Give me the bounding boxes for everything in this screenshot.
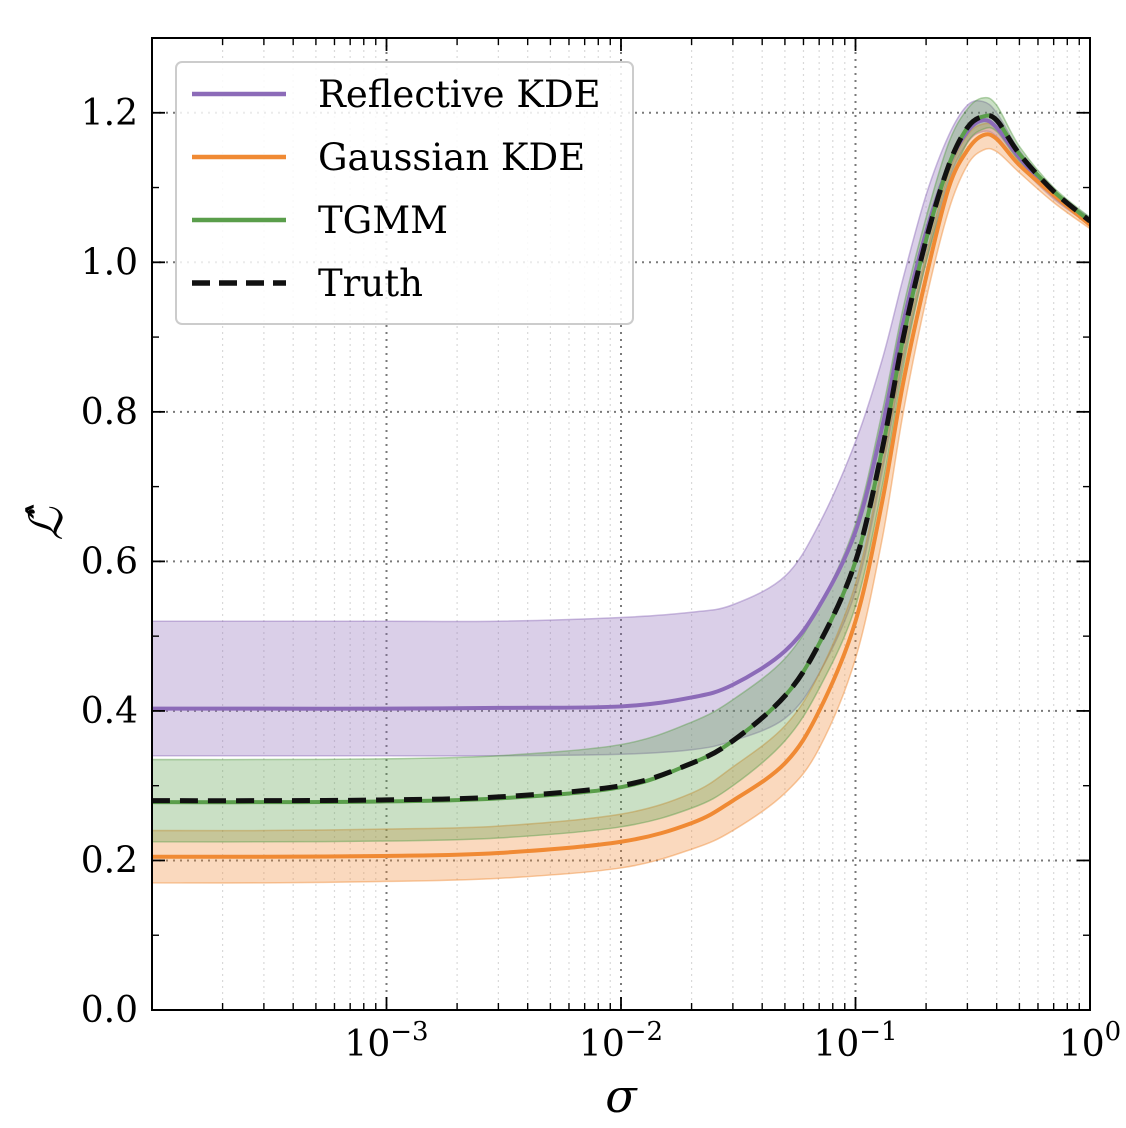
legend: Reflective KDE Gaussian KDE TGMM Truth [175,61,634,325]
x-tick-labels: 10−3 10−2 10−1 100 [344,1017,1121,1065]
x-tick-label: 100 [1059,1017,1121,1065]
legend-label-gaussian-kde: Gaussian KDE [318,136,585,179]
y-tick-label: 0.8 [81,392,138,433]
legend-label-truth: Truth [318,262,423,305]
series-lines [152,113,1090,859]
y-tick-label: 1.0 [81,242,138,283]
legend-frame [175,61,634,325]
x-tick-label: 10−1 [813,1017,897,1065]
y-tick-label: 0.6 [81,541,138,582]
y-axis-label: ℒ̂ [19,504,73,540]
x-tick-label: 10−2 [579,1017,663,1065]
axis-ticks [152,37,1091,1011]
y-tick-label: 0.0 [81,990,138,1031]
x-axis-label: σ [605,1069,638,1123]
x-tick-label: 10−3 [344,1017,428,1065]
line-gaussian-kde [152,132,1090,859]
y-tick-label: 0.4 [81,691,138,732]
line-reflective-kde [152,118,1090,711]
y-tick-label: 1.2 [81,93,138,134]
y-tick-labels: 0.0 0.2 0.4 0.6 0.8 1.0 1.2 [81,93,138,1031]
legend-label-reflective-kde: Reflective KDE [318,73,601,116]
line-truth [152,113,1090,804]
legend-label-tgmm: TGMM [318,199,448,242]
y-tick-label: 0.2 [81,840,138,881]
